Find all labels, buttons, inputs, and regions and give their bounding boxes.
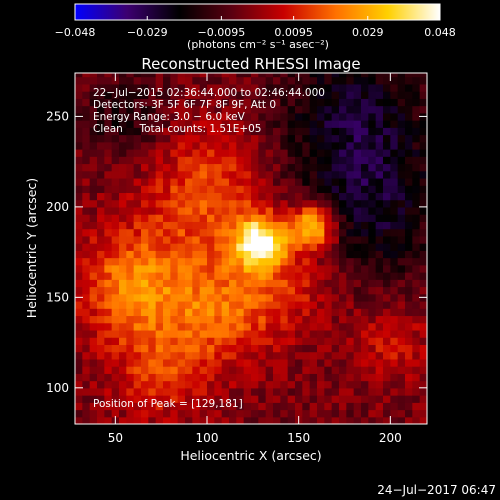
x-tick-label: 150 [287,431,310,445]
annotation-time: 22−Jul−2015 02:36:44.000 to 02:46:44.000 [93,87,325,99]
axis-ticks: 50 100 150 200 100 150 200 250 [46,73,427,445]
x-tick-label: 100 [196,431,219,445]
colorbar-ticks: −0.048 −0.029 −0.0095 0.0095 0.029 0.048 [55,16,456,39]
plot-frame [74,72,428,425]
colorbar-units: (photons cm⁻² s⁻¹ asec⁻²) [187,38,329,51]
annotation-clean-counts: Clean Total counts: 1.51E+05 [93,123,262,135]
chart-title: Reconstructed RHESSI Image [141,55,360,73]
y-tick-label: 250 [46,109,69,123]
colorbar [74,3,441,21]
x-tick-label: 200 [379,431,402,445]
timestamp: 24−Jul−2017 06:47 [377,483,496,497]
y-axis-label: Heliocentric Y (arcsec) [24,178,39,318]
colorbar-tick-label: 0.029 [352,26,384,39]
colorbar-tick-label: −0.0095 [198,26,246,39]
annotation-energy: Energy Range: 3.0 − 6.0 keV [93,111,246,123]
colorbar-tick-label: −0.048 [55,26,96,39]
annotation-detectors: Detectors: 3F 5F 6F 7F 8F 9F, Att 0 [93,99,276,111]
x-axis-label: Heliocentric X (arcsec) [180,448,321,463]
colorbar-tick-label: 0.0095 [274,26,313,39]
heatmap-image [75,73,427,424]
colorbar-tick-label: −0.029 [127,26,168,39]
colorbar-tick-label: 0.048 [424,26,456,39]
y-tick-label: 100 [46,381,69,395]
y-tick-label: 150 [46,290,69,304]
peak-position-label: Position of Peak = [129,181] [93,398,243,410]
x-tick-label: 50 [108,431,123,445]
y-tick-label: 200 [46,200,69,214]
